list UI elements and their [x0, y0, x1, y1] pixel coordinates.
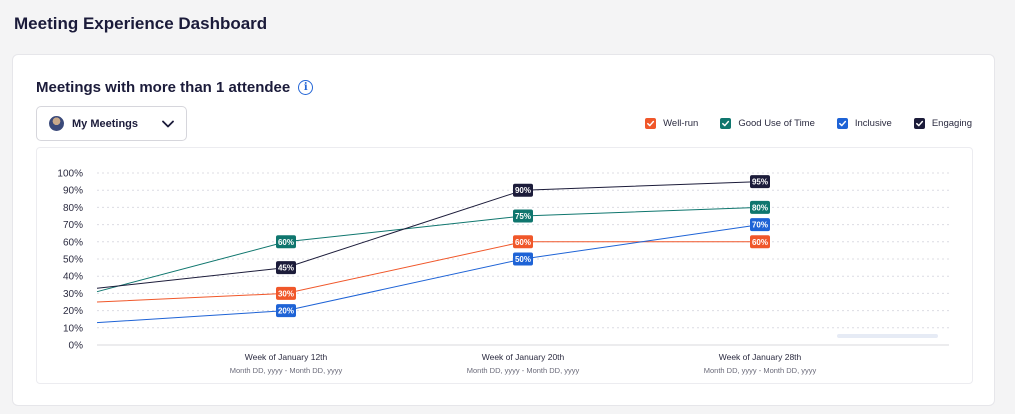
legend-label: Engaging	[931, 118, 972, 129]
checkbox-checked-icon[interactable]	[836, 118, 848, 129]
data-label: 95%	[752, 178, 768, 187]
legend-item-well-run[interactable]: Well-run	[645, 118, 698, 129]
x-tick-sublabel: Month DD, yyyy - Month DD, yyyy	[230, 366, 343, 375]
data-point-marker	[513, 235, 533, 249]
data-label: 80%	[752, 203, 768, 212]
info-icon[interactable]: i	[298, 80, 314, 95]
y-tick-label: 40%	[63, 272, 83, 283]
data-point-marker	[276, 261, 296, 275]
checkbox-checked-icon[interactable]	[645, 118, 657, 129]
page-title: Meeting Experience Dashboard	[14, 14, 268, 33]
checkbox-checked-icon[interactable]	[913, 118, 925, 129]
x-tick-label: Week of January 12th	[245, 352, 328, 362]
data-label: 50%	[515, 255, 531, 264]
data-label: 75%	[515, 212, 531, 221]
data-label: 70%	[752, 221, 768, 230]
data-label: 60%	[278, 238, 294, 247]
avatar	[49, 116, 64, 131]
checkbox-checked-icon[interactable]	[720, 118, 732, 129]
data-point-marker	[276, 235, 296, 249]
series-line-good-use-of-time	[96, 206, 761, 293]
chart-scrollbar[interactable]	[837, 334, 938, 338]
data-label: 90%	[515, 186, 531, 195]
y-tick-label: 0%	[69, 341, 84, 352]
data-point-marker	[750, 235, 770, 249]
meetings-card: Meetings with more than 1 attendee i My …	[12, 54, 995, 406]
y-tick-label: 50%	[63, 255, 83, 266]
y-tick-label: 60%	[63, 237, 83, 248]
legend-label: Well-run	[663, 118, 699, 129]
y-tick-label: 100%	[57, 169, 83, 180]
data-point-marker	[276, 286, 296, 300]
x-tick-sublabel: Month DD, yyyy - Month DD, yyyy	[704, 366, 817, 375]
chart-area: 0% 10% 20% 30% 40% 50% 60% 70% 80% 90% 100% Week of…	[36, 147, 973, 384]
data-point-marker	[276, 304, 296, 318]
line-chart: 0% 10% 20% 30% 40% 50% 60% 70% 80% 90% 100% Week of…	[57, 169, 949, 375]
data-point-marker	[513, 183, 533, 197]
data-point-marker	[750, 218, 770, 232]
data-point-marker	[513, 209, 533, 223]
card-title: Meetings with more than 1 attendee i	[36, 79, 314, 96]
legend-label: Inclusive	[854, 118, 892, 129]
data-point-marker	[750, 175, 770, 189]
legend-item-engaging[interactable]: Engaging	[913, 118, 972, 129]
y-tick-label: 70%	[63, 220, 83, 231]
data-label: 60%	[515, 238, 531, 247]
series-line-inclusive	[96, 224, 761, 324]
data-label: 30%	[278, 289, 294, 298]
chevron-down-icon	[162, 120, 174, 127]
card-title-text: Meetings with more than 1 attendee	[36, 79, 291, 96]
legend-label: Good Use of Time	[738, 118, 815, 129]
meetings-filter-dropdown[interactable]: My Meetings	[36, 106, 187, 141]
data-label: 20%	[278, 307, 294, 316]
x-tick-label: Week of January 20th	[482, 352, 565, 362]
legend-item-inclusive[interactable]: Inclusive	[836, 118, 892, 129]
data-point-marker	[513, 252, 533, 266]
y-tick-label: 20%	[63, 306, 83, 317]
y-tick-label: 80%	[63, 203, 83, 214]
series-line-engaging	[96, 181, 761, 289]
y-tick-label: 90%	[63, 186, 83, 197]
chart-legend: Well-run Good Use of Time Inclusive Engagin…	[645, 118, 972, 129]
data-label: 45%	[278, 264, 294, 273]
data-label: 60%	[752, 238, 768, 247]
x-tick-label: Week of January 28th	[719, 352, 802, 362]
dropdown-selected-value: My Meetings	[72, 117, 139, 130]
data-point-marker	[750, 200, 770, 214]
y-tick-label: 30%	[63, 289, 83, 300]
x-tick-sublabel: Month DD, yyyy - Month DD, yyyy	[467, 366, 580, 375]
legend-item-good-use-of-time[interactable]: Good Use of Time	[720, 118, 815, 129]
y-tick-label: 10%	[63, 323, 83, 334]
